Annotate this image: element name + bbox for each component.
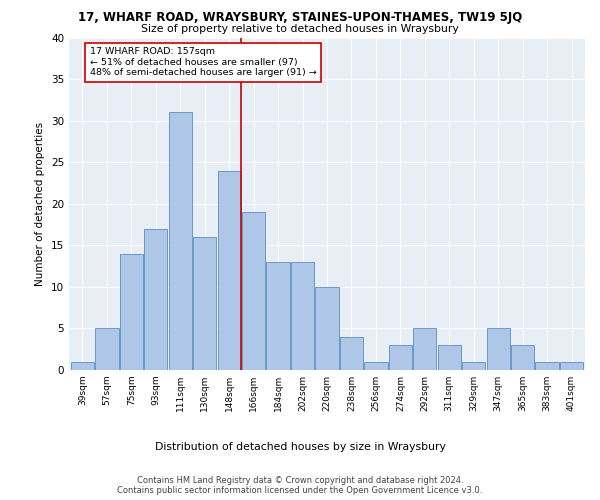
Bar xyxy=(535,362,559,370)
Bar xyxy=(95,328,119,370)
Bar xyxy=(340,337,363,370)
Bar xyxy=(266,262,290,370)
Bar xyxy=(71,362,94,370)
Bar xyxy=(487,328,510,370)
Bar xyxy=(511,345,534,370)
Bar xyxy=(462,362,485,370)
Bar xyxy=(218,170,241,370)
Bar xyxy=(120,254,143,370)
Text: 17 WHARF ROAD: 157sqm
← 51% of detached houses are smaller (97)
48% of semi-deta: 17 WHARF ROAD: 157sqm ← 51% of detached … xyxy=(90,48,317,78)
Text: Distribution of detached houses by size in Wraysbury: Distribution of detached houses by size … xyxy=(155,442,445,452)
Bar xyxy=(144,228,167,370)
Bar xyxy=(389,345,412,370)
Text: 17, WHARF ROAD, WRAYSBURY, STAINES-UPON-THAMES, TW19 5JQ: 17, WHARF ROAD, WRAYSBURY, STAINES-UPON-… xyxy=(78,11,522,24)
Bar xyxy=(437,345,461,370)
Bar xyxy=(413,328,436,370)
Bar xyxy=(316,287,338,370)
Bar xyxy=(364,362,388,370)
Bar xyxy=(291,262,314,370)
Bar xyxy=(193,237,217,370)
Bar xyxy=(242,212,265,370)
Bar xyxy=(560,362,583,370)
Text: Contains HM Land Registry data © Crown copyright and database right 2024.
Contai: Contains HM Land Registry data © Crown c… xyxy=(118,476,482,495)
Y-axis label: Number of detached properties: Number of detached properties xyxy=(35,122,46,286)
Bar xyxy=(169,112,192,370)
Text: Size of property relative to detached houses in Wraysbury: Size of property relative to detached ho… xyxy=(141,24,459,34)
